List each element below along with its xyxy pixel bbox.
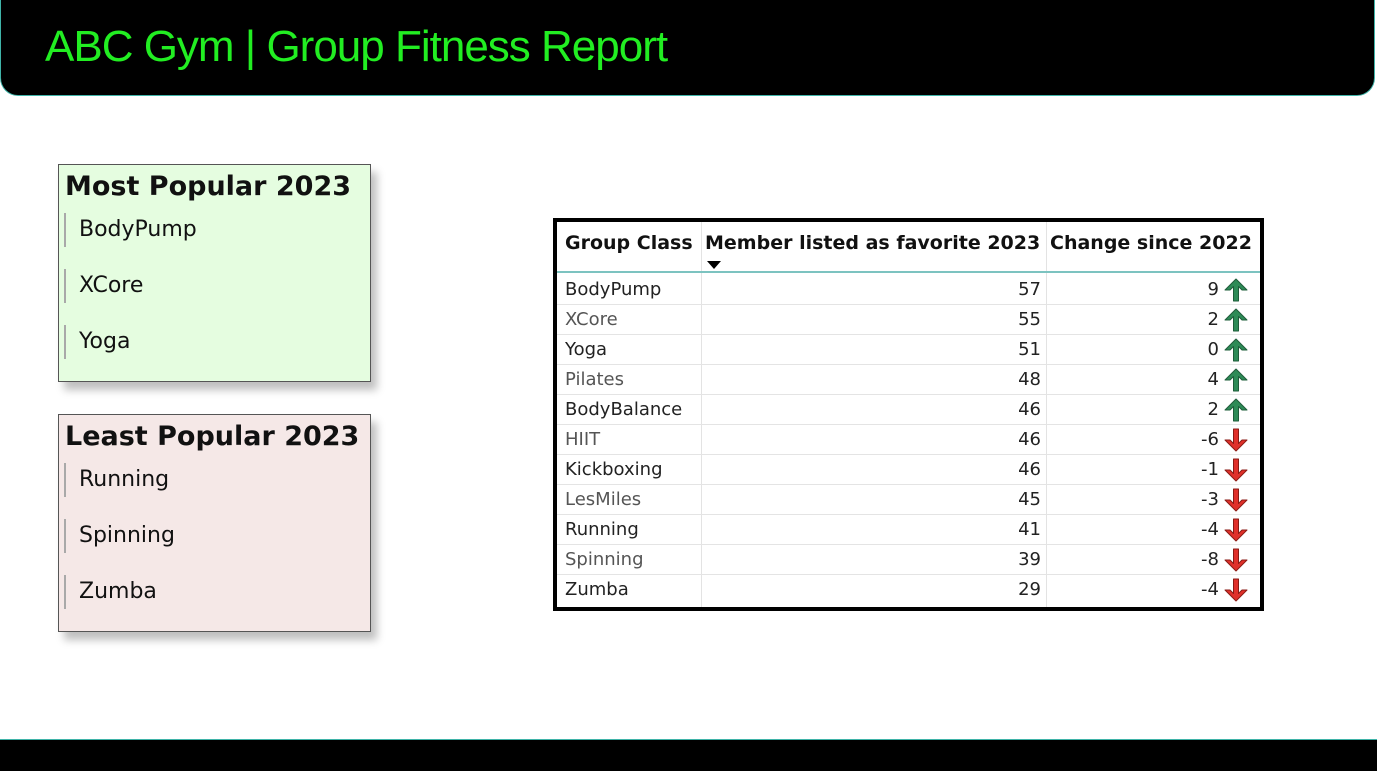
cell-group-class: XCore <box>565 309 618 330</box>
sort-descending-icon[interactable] <box>707 261 721 269</box>
group-fitness-table: Group Class Member listed as favorite 20… <box>553 218 1264 611</box>
column-header-group-class[interactable]: Group Class <box>565 232 693 254</box>
cell-change: 2 <box>1207 399 1219 420</box>
table-row[interactable]: Zumba 29 -4 <box>557 575 1260 605</box>
cell-group-class: Spinning <box>565 549 644 570</box>
most-popular-item-2: XCore <box>64 269 143 303</box>
up-arrow-icon <box>1224 398 1248 422</box>
cell-group-class: Zumba <box>565 579 629 600</box>
down-arrow-icon <box>1224 578 1248 602</box>
table-row[interactable]: BodyPump 57 9 <box>557 275 1260 305</box>
column-header-change[interactable]: Change since 2022 <box>1050 232 1252 254</box>
cell-group-class: BodyPump <box>565 279 662 300</box>
cell-change: 0 <box>1207 339 1219 360</box>
cell-member-favorite: 41 <box>1018 519 1041 540</box>
table-row[interactable]: Yoga 51 0 <box>557 335 1260 365</box>
report-header: ABC Gym | Group Fitness Report <box>0 0 1375 96</box>
cell-member-favorite: 46 <box>1018 459 1041 480</box>
cell-member-favorite: 29 <box>1018 579 1041 600</box>
cell-change: -8 <box>1201 549 1219 570</box>
table-row[interactable]: HIIT 46 -6 <box>557 425 1260 455</box>
up-arrow-icon <box>1224 308 1248 332</box>
up-arrow-icon <box>1224 278 1248 302</box>
table-row[interactable]: Running 41 -4 <box>557 515 1260 545</box>
cell-member-favorite: 46 <box>1018 399 1041 420</box>
least-popular-item-1: Running <box>64 463 169 497</box>
cell-group-class: HIIT <box>565 429 601 450</box>
cell-group-class: LesMiles <box>565 489 642 510</box>
table-header: Group Class Member listed as favorite 20… <box>557 222 1260 273</box>
report-title: ABC Gym | Group Fitness Report <box>45 22 668 71</box>
down-arrow-icon <box>1224 488 1248 512</box>
most-popular-item-3: Yoga <box>64 325 130 359</box>
cell-member-favorite: 48 <box>1018 369 1041 390</box>
least-popular-card: Least Popular 2023 Running Spinning Zumb… <box>58 414 371 632</box>
cell-change: 2 <box>1207 309 1219 330</box>
cell-change: -3 <box>1201 489 1219 510</box>
cell-group-class: Yoga <box>565 339 608 360</box>
most-popular-item-1: BodyPump <box>64 213 197 247</box>
cell-group-class: BodyBalance <box>565 399 683 420</box>
cell-member-favorite: 45 <box>1018 489 1041 510</box>
cell-member-favorite: 46 <box>1018 429 1041 450</box>
cell-group-class: Pilates <box>565 369 625 390</box>
most-popular-title: Most Popular 2023 <box>65 171 352 202</box>
least-popular-item-3: Zumba <box>64 575 157 609</box>
column-divider <box>1046 222 1047 607</box>
cell-change: -6 <box>1201 429 1219 450</box>
report-footer <box>0 739 1377 771</box>
down-arrow-icon <box>1224 548 1248 572</box>
cell-change: 4 <box>1207 369 1219 390</box>
table-body: BodyPump 57 9 XCore 55 2 Yoga 51 0 Pilates 48 4 Body… <box>557 275 1260 605</box>
most-popular-card: Most Popular 2023 BodyPump XCore Yoga <box>58 164 371 382</box>
cell-change: 9 <box>1207 279 1219 300</box>
least-popular-item-2: Spinning <box>64 519 175 553</box>
table-row[interactable]: XCore 55 2 <box>557 305 1260 335</box>
table-row[interactable]: Pilates 48 4 <box>557 365 1260 395</box>
table-row[interactable]: Kickboxing 46 -1 <box>557 455 1260 485</box>
cell-member-favorite: 57 <box>1018 279 1041 300</box>
column-divider <box>701 222 702 607</box>
cell-change: -1 <box>1201 459 1219 480</box>
cell-group-class: Running <box>565 519 639 540</box>
cell-change: -4 <box>1201 519 1219 540</box>
up-arrow-icon <box>1224 338 1248 362</box>
up-arrow-icon <box>1224 368 1248 392</box>
down-arrow-icon <box>1224 518 1248 542</box>
cell-member-favorite: 55 <box>1018 309 1041 330</box>
down-arrow-icon <box>1224 458 1248 482</box>
cell-group-class: Kickboxing <box>565 459 663 480</box>
cell-member-favorite: 39 <box>1018 549 1041 570</box>
cell-member-favorite: 51 <box>1018 339 1041 360</box>
down-arrow-icon <box>1224 428 1248 452</box>
table-row[interactable]: BodyBalance 46 2 <box>557 395 1260 425</box>
cell-change: -4 <box>1201 579 1219 600</box>
table-row[interactable]: Spinning 39 -8 <box>557 545 1260 575</box>
column-header-member-favorite[interactable]: Member listed as favorite 2023 <box>705 232 1041 254</box>
table-row[interactable]: LesMiles 45 -3 <box>557 485 1260 515</box>
least-popular-title: Least Popular 2023 <box>65 421 360 452</box>
